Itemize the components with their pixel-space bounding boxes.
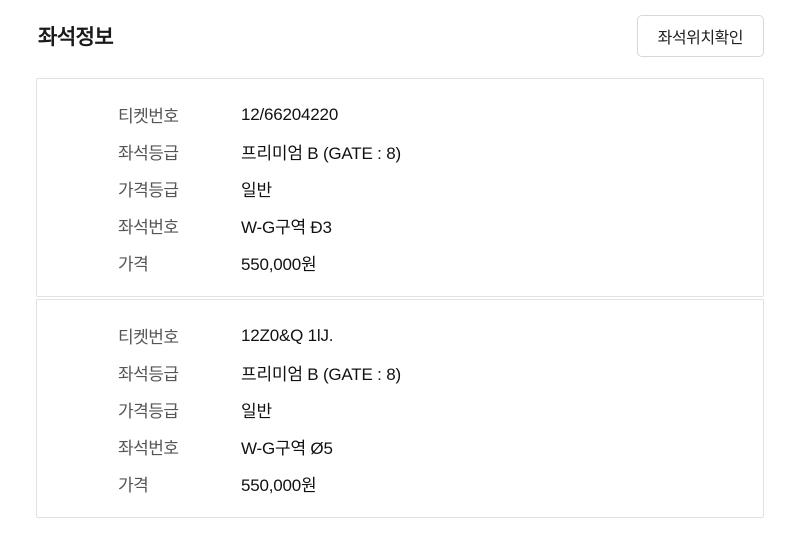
price-grade-label: 가격등급 — [118, 402, 179, 421]
price-value: 550,000원 — [241, 255, 317, 274]
seat-grade-value: 프리미엄 B (GATE : 8) — [241, 144, 401, 163]
price-label: 가격 — [118, 255, 149, 274]
seat-number-row: 좌석번호 W-G구역 Ð3 — [118, 207, 753, 244]
seat-grade-row: 좌석등급 프리미엄 B (GATE : 8) — [118, 133, 753, 170]
ticket-number-value: 12Z0&Q 1lJ. — [241, 325, 334, 345]
page-title: 좌석정보 — [38, 26, 114, 49]
price-grade-label: 가격등급 — [118, 181, 179, 200]
price-grade-row: 가격등급 일반 — [118, 170, 753, 207]
ticket-number-row: 티켓번호 12Z0&Q 1lJ. — [118, 317, 753, 354]
seat-grade-label: 좌석등급 — [118, 144, 179, 163]
ticket-number-label: 티켓번호 — [118, 328, 179, 347]
ticket-number-value: 12/66204220 — [241, 104, 339, 124]
price-grade-row: 가격등급 일반 — [118, 391, 753, 428]
seat-number-row: 좌석번호 W-G구역 Ø5 — [118, 428, 753, 465]
price-value: 550,000원 — [241, 476, 317, 495]
seat-number-label: 좌석번호 — [118, 218, 179, 237]
header: 좌석정보 좌석위치확인 — [0, 0, 800, 58]
price-label: 가격 — [118, 476, 149, 495]
ticket-number-label: 티켓번호 — [118, 107, 179, 126]
price-row: 가격 550,000원 — [118, 244, 753, 281]
seat-number-value: W-G구역 Ø5 — [241, 439, 333, 458]
seat-number-value: W-G구역 Ð3 — [241, 218, 332, 237]
seat-grade-label: 좌석등급 — [118, 365, 179, 384]
seat-location-check-button[interactable]: 좌석위치확인 — [636, 15, 764, 57]
ticket-section-2: 티켓번호 12Z0&Q 1lJ. 좌석등급 프리미엄 B (GATE : 8) … — [36, 299, 764, 518]
ticket-section-1: 티켓번호 12/66204220 좌석등급 프리미엄 B (GATE : 8) … — [36, 78, 764, 297]
seat-grade-value: 프리미엄 B (GATE : 8) — [241, 365, 401, 384]
seat-number-label: 좌석번호 — [118, 439, 179, 458]
price-grade-value: 일반 — [241, 402, 272, 421]
ticket-number-row: 티켓번호 12/66204220 — [118, 96, 753, 133]
seat-grade-row: 좌석등급 프리미엄 B (GATE : 8) — [118, 354, 753, 391]
price-grade-value: 일반 — [241, 181, 272, 200]
price-row: 가격 550,000원 — [118, 465, 753, 502]
